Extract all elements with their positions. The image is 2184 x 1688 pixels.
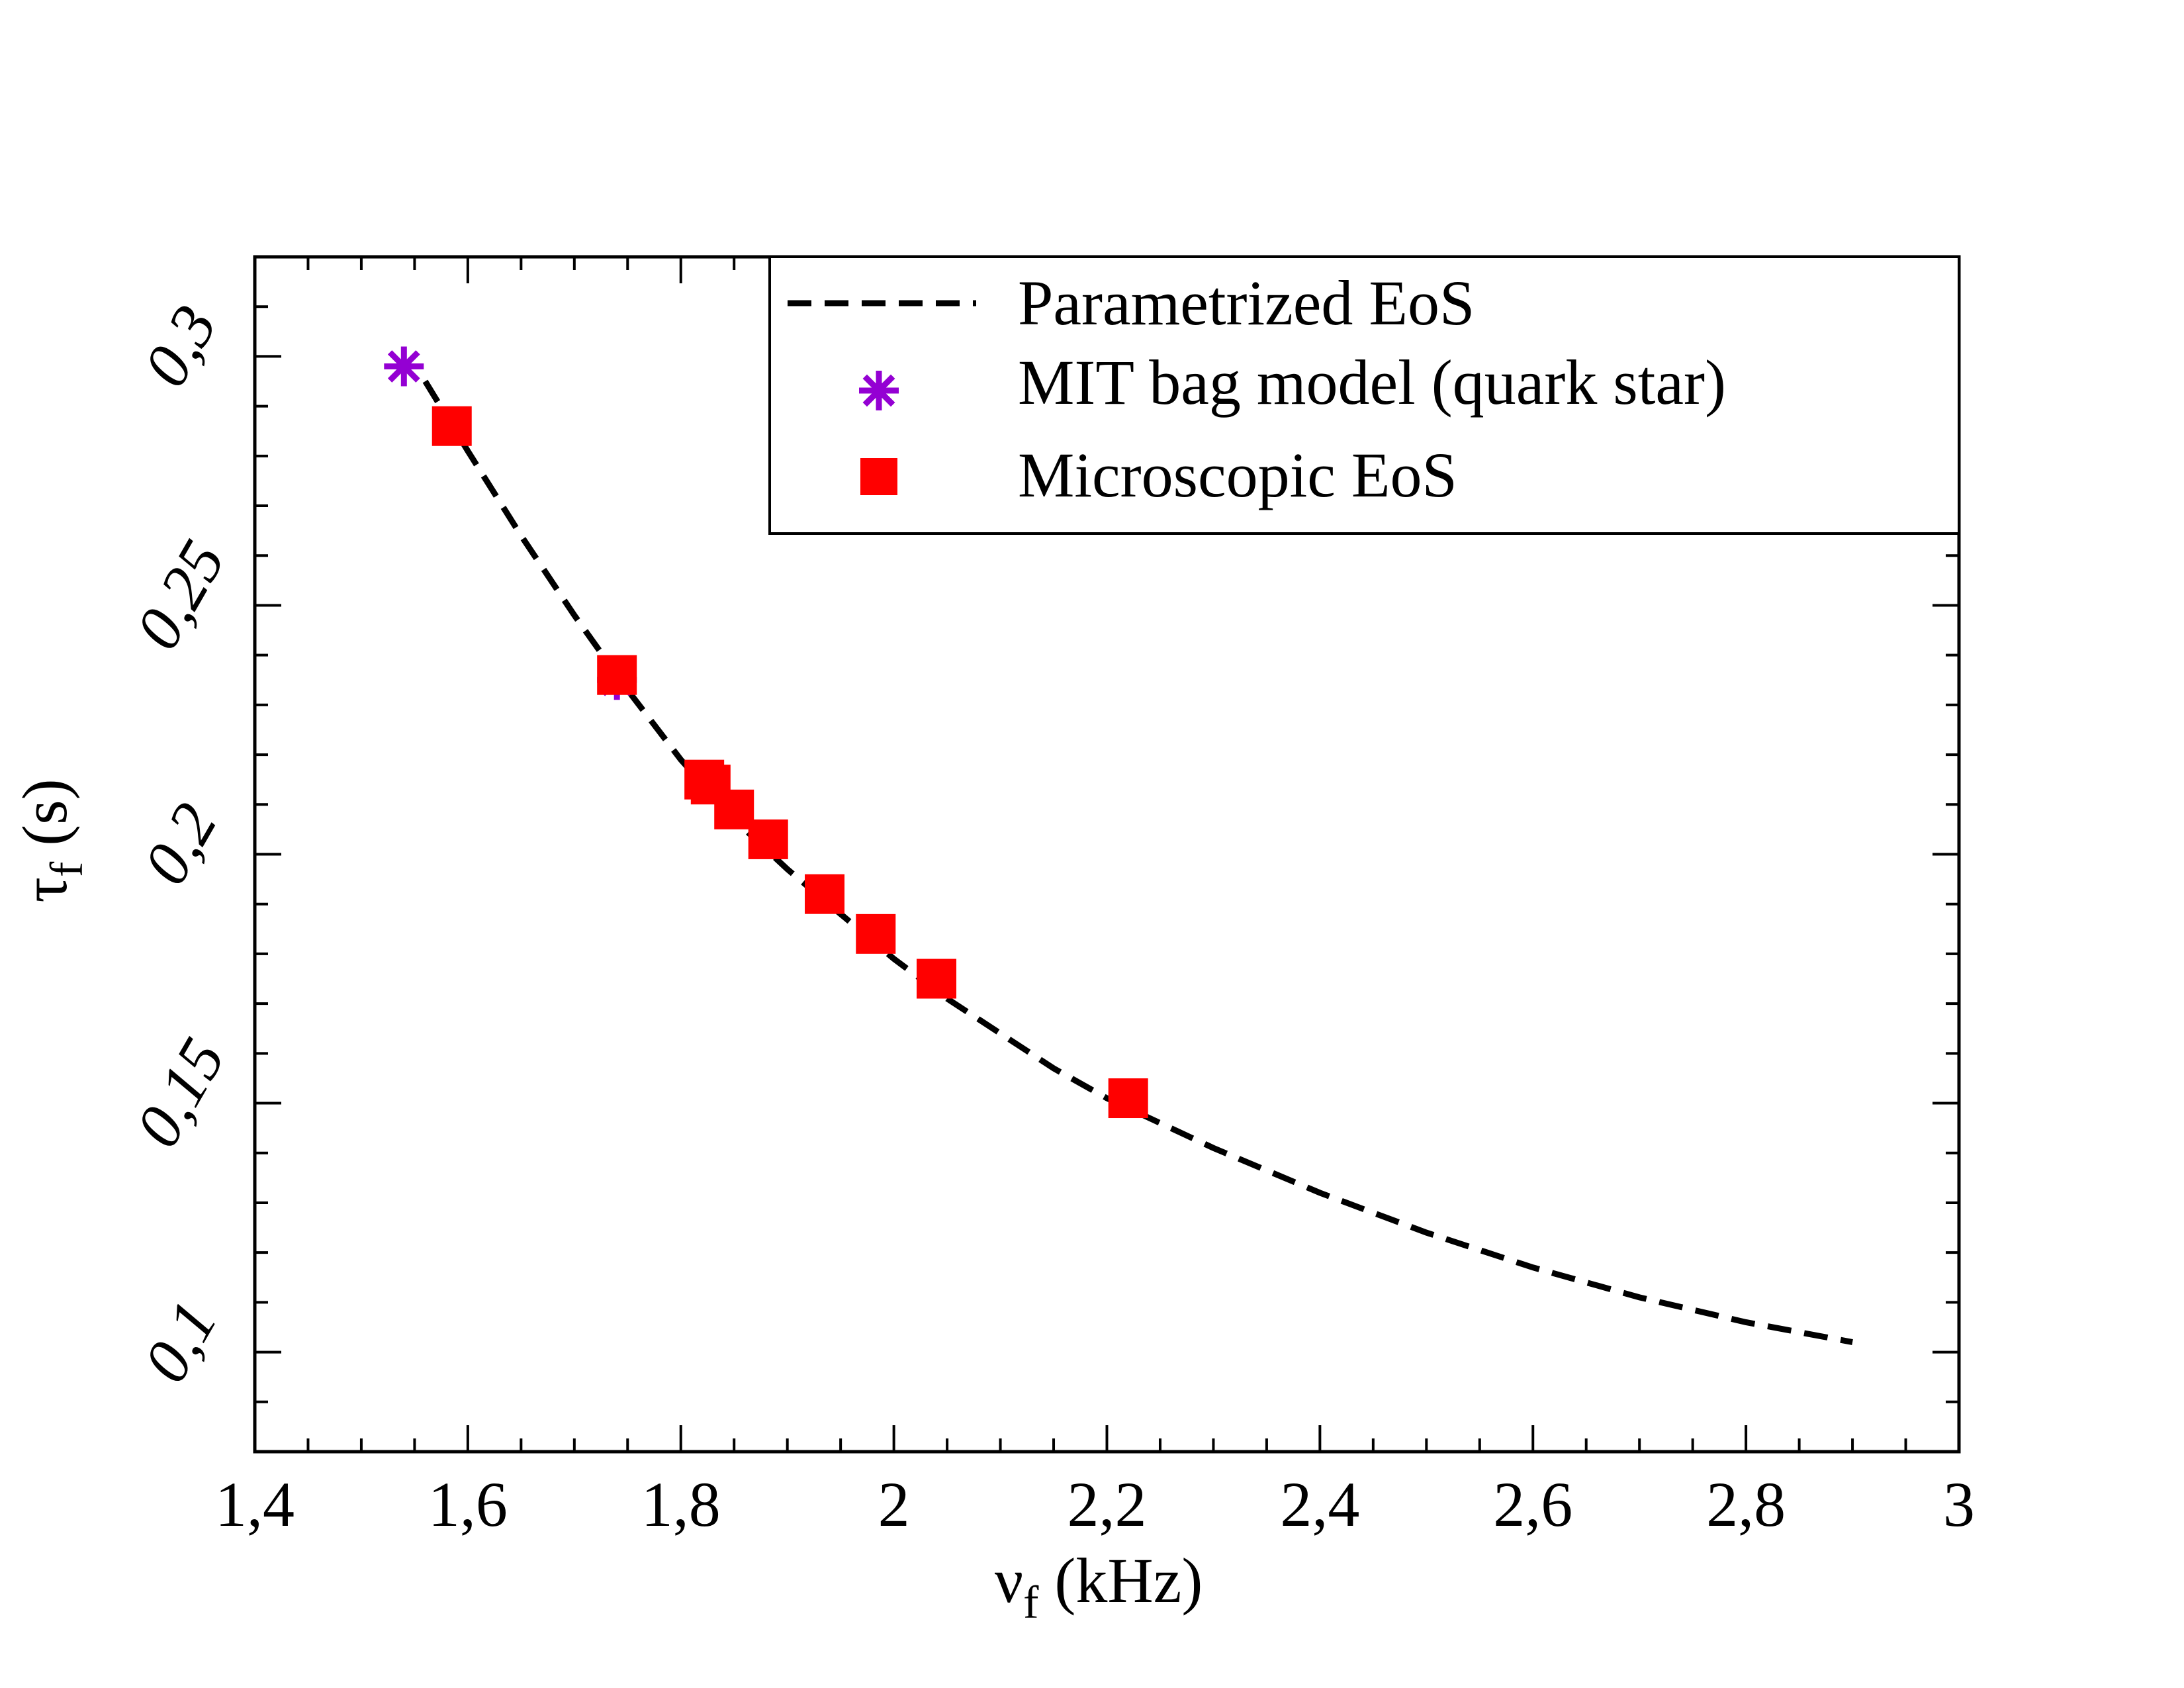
y-axis-unit: (s) [9,778,80,845]
x-axis-symbol: ν [995,1545,1023,1616]
x-axis-title: νf (kHz) [995,1545,1203,1628]
legend-label-microscopic: Microscopic EoS [1018,440,1457,510]
y-axis-subscript: f [42,861,93,877]
x-tick-label: 1,4 [215,1469,295,1540]
x-tick-label: 2,4 [1280,1469,1359,1540]
x-axis-subscript: f [1023,1577,1039,1628]
microscopic-point [917,959,956,999]
x-tick-label: 2,8 [1706,1469,1786,1540]
legend-box [768,256,1960,535]
microscopic-point [432,406,472,446]
x-tick-label: 1,8 [641,1469,721,1540]
y-tick-label: 0,2 [130,792,231,896]
mit-point [384,346,424,387]
microscopic-point [1108,1078,1148,1119]
y-tick-label: 0,25 [122,529,239,661]
x-tick-label: 2,6 [1493,1469,1572,1540]
y-axis-title: τf (s) [9,778,93,902]
legend-swatch-microscopic [860,458,897,495]
microscopic-point [805,874,845,914]
legend: Parametrized EoS MIT bag model (quark st… [768,256,1960,535]
x-tick-label: 2 [878,1469,910,1540]
mit-point-stroke [387,350,420,383]
series [384,346,1853,1345]
legend-swatch-mit [859,371,899,410]
microscopic-point [748,819,788,859]
x-tick-label: 2,2 [1068,1469,1147,1540]
x-tick-labels: 1,4 1,6 1,8 2 2,2 2,4 2,6 2,8 3 [215,1469,1975,1540]
y-tick-label: 0,3 [130,293,231,397]
x-axis-unit: (kHz) [1054,1545,1203,1616]
legend-asterisk-stroke [862,374,895,407]
legend-label-parametrized: Parametrized EoS [1018,267,1475,338]
microscopic-point [597,655,637,695]
y-axis-symbol: τ [9,877,80,903]
microscopic-point [714,789,754,829]
x-tick-label: 3 [1943,1469,1975,1540]
y-tick-labels: 0,1 0,15 0,2 0,25 0,3 [122,293,239,1393]
legend-label-mit: MIT bag model (quark star) [1018,347,1726,418]
y-tick-label: 0,15 [122,1027,239,1158]
legend-asterisk [859,371,899,410]
y-tick-label: 0,1 [130,1289,231,1393]
x-tick-label: 1,6 [428,1469,508,1540]
microscopic-point [856,914,896,954]
